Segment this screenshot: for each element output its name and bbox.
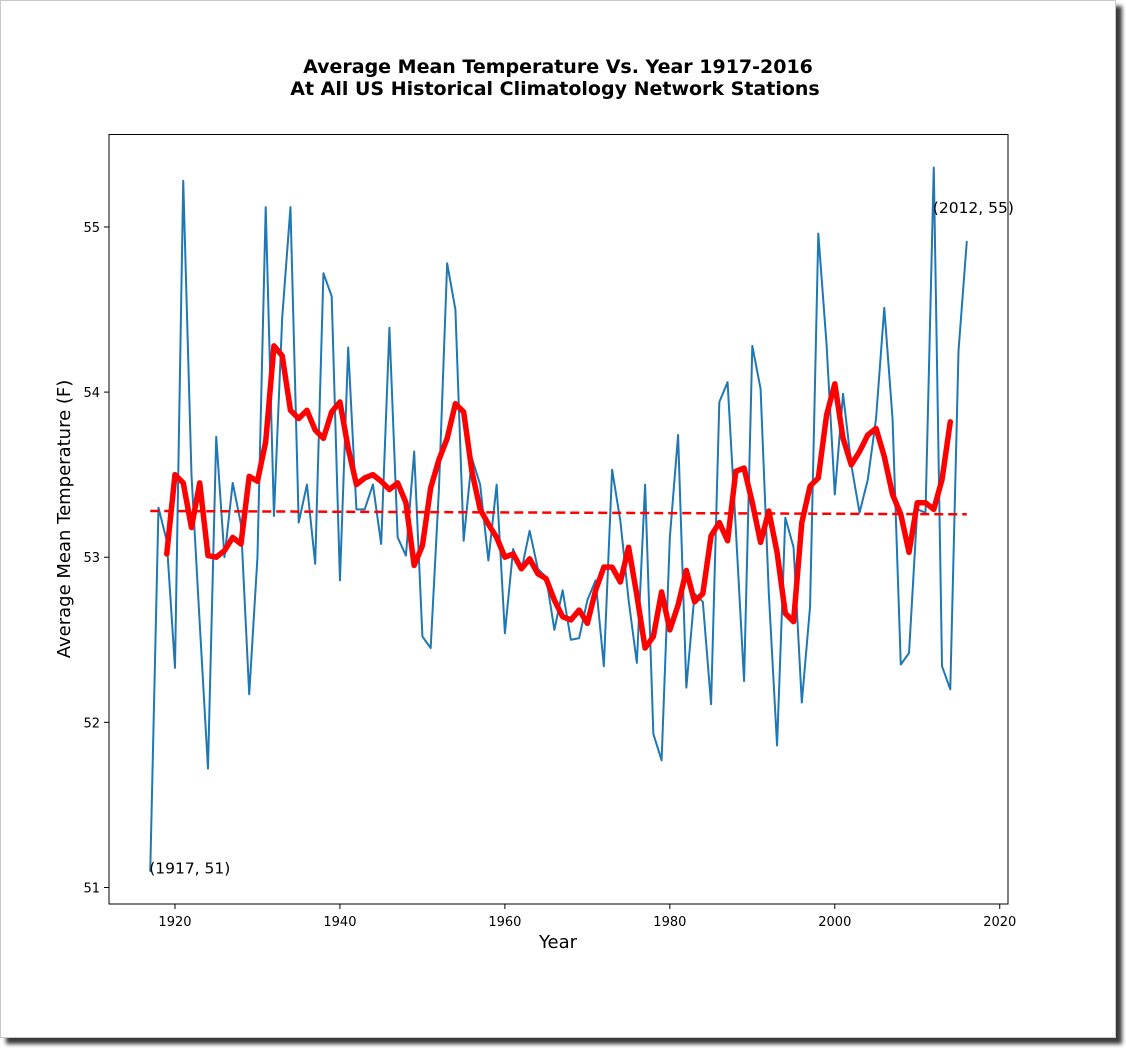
series-line-trend: [150, 509, 967, 516]
series-line-annual: [149, 166, 968, 872]
y-tick-label: 52: [83, 716, 100, 731]
x-tick-label: 1980: [653, 915, 686, 930]
series-line-smoothed: [163, 343, 954, 651]
x-axis-label: Year: [538, 932, 578, 953]
x-tick-label: 1920: [158, 915, 191, 930]
y-axis-ticks: 51 52 53 54 55: [83, 221, 109, 896]
annotation-layer: (1917, 51) (2012, 55): [149, 199, 1014, 878]
plot-area: [108, 134, 1009, 905]
x-tick-label: 2000: [818, 915, 851, 930]
x-tick-label: 2020: [983, 915, 1016, 930]
y-tick-label: 55: [83, 221, 100, 236]
chart-title-line2: At All US Historical Climatology Network…: [290, 78, 820, 100]
y-axis-label: Average Mean Temperature (F): [54, 380, 75, 659]
y-tick-label: 51: [83, 881, 100, 896]
annotation-label: (2012, 55): [933, 199, 1014, 217]
x-tick-label: 1960: [488, 915, 521, 930]
y-tick-label: 54: [83, 386, 100, 401]
y-tick-label: 53: [83, 551, 100, 566]
x-tick-label: 1940: [323, 915, 356, 930]
x-axis-ticks: 1920 1940 1960 1980 2000 2020: [158, 904, 1016, 930]
series-layer: [149, 166, 968, 872]
annotation-label: (1917, 51): [149, 860, 230, 878]
chart-title-line1: Average Mean Temperature Vs. Year 1917-2…: [303, 56, 813, 78]
